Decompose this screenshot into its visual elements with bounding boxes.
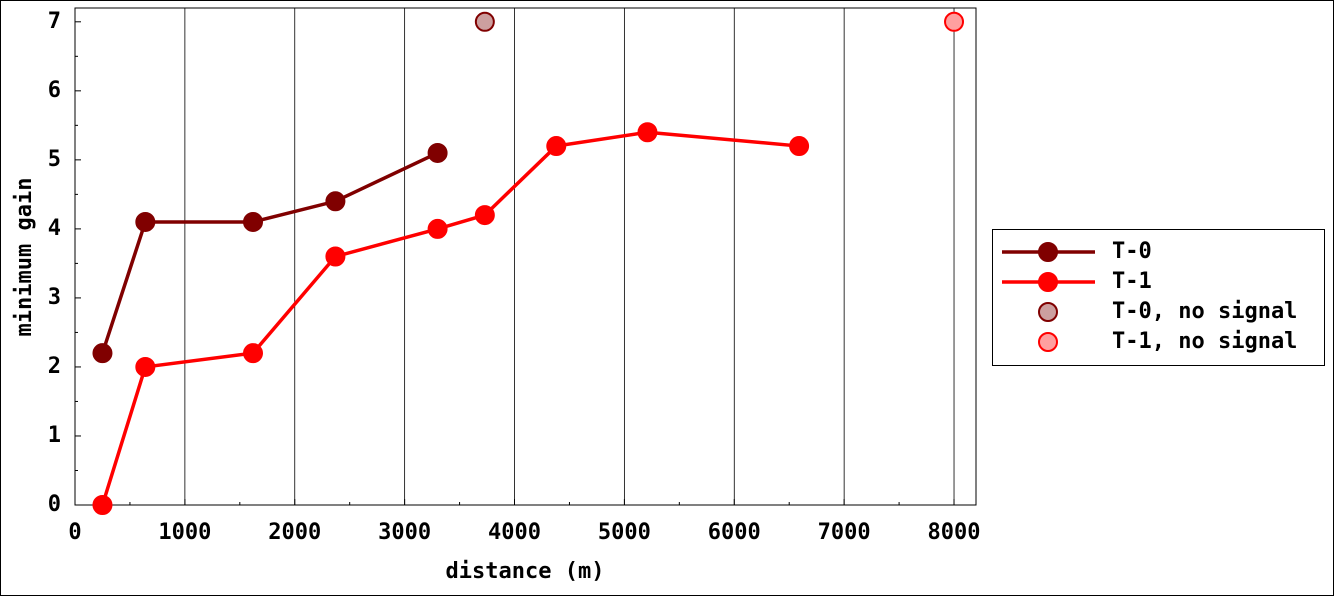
data-point [243, 343, 264, 364]
x-tick-label: 6000 [708, 520, 761, 545]
x-tick-label: 8000 [928, 520, 981, 545]
y-tick-label: 5 [48, 147, 61, 172]
legend-marker [1038, 272, 1058, 292]
legend-label: T-1 [1112, 269, 1152, 294]
x-tick-label: 3000 [378, 520, 431, 545]
plot-area [74, 7, 977, 506]
x-tick-label: 1000 [158, 520, 211, 545]
legend-label: T-0, no signal [1112, 299, 1297, 324]
y-tick-label: 2 [48, 354, 61, 379]
y-tick-label: 0 [48, 492, 61, 517]
data-point [135, 211, 156, 232]
x-tick-label: 0 [68, 520, 81, 545]
data-point [427, 218, 448, 239]
data-point [546, 136, 567, 157]
data-point [789, 136, 810, 157]
legend-marker [1038, 302, 1058, 322]
y-axis-label: minimum gain [12, 178, 37, 337]
y-tick-label: 6 [48, 78, 61, 103]
x-tick-label: 7000 [818, 520, 871, 545]
data-point [474, 11, 495, 32]
data-point [243, 211, 264, 232]
data-point [474, 205, 495, 226]
y-tick-label: 3 [48, 285, 61, 310]
data-point [944, 11, 965, 32]
data-point [325, 246, 346, 267]
data-point [92, 343, 113, 364]
legend-label: T-1, no signal [1112, 329, 1297, 354]
legend-label: T-0 [1112, 239, 1152, 264]
data-point [92, 495, 113, 515]
x-tick-label: 2000 [268, 520, 321, 545]
x-tick-label: 4000 [488, 520, 541, 545]
data-point [427, 142, 448, 163]
data-point [135, 356, 156, 377]
y-tick-label: 4 [48, 216, 61, 241]
data-point [325, 191, 346, 212]
x-tick-label: 5000 [598, 520, 651, 545]
y-tick-label: 1 [48, 423, 61, 448]
legend-marker [1038, 242, 1058, 262]
legend-marker [1038, 332, 1058, 352]
y-tick-label: 7 [48, 9, 61, 34]
x-axis-label: distance (m) [446, 559, 605, 584]
data-point [637, 122, 658, 143]
